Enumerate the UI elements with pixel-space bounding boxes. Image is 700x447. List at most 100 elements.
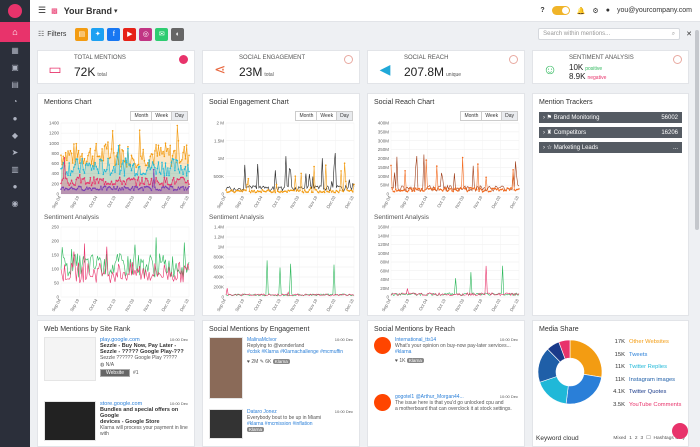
search-icon[interactable]: ⌕ [671, 30, 676, 37]
series-cyan-point [105, 168, 108, 171]
chat-launcher-icon[interactable] [672, 423, 688, 439]
series-purple-point [167, 187, 169, 189]
chart-icon[interactable]: ▥ [11, 165, 19, 174]
chevron-right-icon[interactable]: › [543, 129, 547, 136]
users-icon[interactable]: ● [12, 114, 18, 123]
user-icon[interactable]: ● [605, 7, 610, 14]
document-icon[interactable]: ▤ [11, 80, 19, 89]
tracker-brand-monitoring[interactable]: › ⚑ Brand Monitoring 56002 [539, 112, 682, 123]
item-tags[interactable]: #klarna [395, 349, 412, 355]
bell-icon[interactable]: ◉ [11, 199, 19, 208]
item-user[interactable]: International_tts14 [395, 337, 437, 343]
item-title[interactable]: Sezzle - Buy Now, Pay Later - [100, 343, 177, 349]
forum-icon[interactable]: ✉ [155, 27, 169, 41]
list-item[interactable]: gogotel1 @Arthur_Morgan44... 10:00 Dec Th… [368, 390, 524, 416]
chevron-right-icon[interactable]: › [543, 114, 547, 121]
item-domain[interactable]: store.google.com [100, 401, 143, 407]
chat-icon[interactable]: ▣ [11, 63, 19, 72]
legend-label[interactable]: Other Websites [629, 339, 669, 346]
keyword-cloud-title: Keyword cloud [536, 435, 579, 442]
item-title-2[interactable]: devices - Google Store [100, 419, 160, 425]
series-orange-point [316, 190, 319, 193]
scrollbar[interactable] [695, 30, 699, 230]
series-orange-point [229, 189, 232, 192]
tracker-competitors[interactable]: › ♜ Competitors 16206 [539, 127, 682, 138]
item-domain[interactable]: play.google.com [100, 337, 140, 343]
legend-row[interactable]: 11K Twitter Replies [601, 361, 689, 374]
youtube-icon[interactable]: ▶ [123, 27, 137, 41]
series-orange-point [424, 188, 426, 191]
pie-icon[interactable]: ◔ [12, 97, 18, 106]
page-2-button[interactable]: 2 [634, 436, 638, 441]
select-indicator[interactable] [673, 55, 682, 64]
series-orange-point [438, 189, 440, 191]
series-purple-point [138, 187, 141, 190]
notifications-icon[interactable]: 🔔 [576, 7, 586, 15]
close-icon[interactable]: ✕ [686, 31, 692, 38]
news-icon[interactable]: ◐ [171, 27, 185, 41]
select-indicator[interactable] [344, 55, 353, 64]
legend-row[interactable]: 11K Instagram images [601, 374, 689, 387]
legend-label[interactable]: Instagram images [629, 376, 676, 383]
twitter-icon[interactable]: ✦ [91, 27, 105, 41]
chevron-down-icon[interactable]: ▾ [114, 7, 118, 15]
hashtags-checkbox[interactable]: ☐ [646, 436, 651, 441]
legend-row[interactable]: 17K Other Websites [601, 336, 689, 349]
chevron-right-icon[interactable]: › [543, 144, 547, 151]
selected-indicator[interactable] [179, 55, 188, 64]
legend-row[interactable]: 3.5K YouTube Comments [601, 399, 689, 412]
range-day-button[interactable]: Day [336, 111, 353, 121]
help-icon[interactable]: ? [540, 7, 545, 14]
instagram-icon[interactable]: ◎ [139, 27, 153, 41]
series-purple-point [87, 188, 89, 190]
item-title[interactable]: Bundles and special offers on Google [100, 407, 179, 419]
legend-label[interactable]: YouTube Comments [629, 401, 682, 408]
list-item[interactable]: store.google.com 10:00 Dec Bundles and sp… [38, 397, 194, 445]
send-icon[interactable]: ➤ [11, 148, 19, 157]
list-item[interactable]: Dataro Jonez 10:00 Dec Everybody bout to … [203, 405, 359, 443]
item-user[interactable]: gogotel1 @Arthur_Morgan44... [395, 394, 464, 400]
range-day-button[interactable]: Day [501, 111, 518, 121]
home-icon[interactable]: ▦ [11, 46, 19, 55]
app-logo[interactable] [0, 0, 30, 22]
item-title-2[interactable]: Sezzle - ????? Google Play-??? [100, 349, 184, 355]
series-cyan-point [100, 158, 102, 161]
tag-icon[interactable]: ◆ [11, 131, 19, 140]
list-item[interactable]: International_tts14 10:00 Dec What's your… [368, 333, 524, 368]
menu-icon[interactable]: ☰ [38, 5, 47, 15]
legend-label[interactable]: Tweets [629, 351, 648, 358]
series-cyan-point [157, 161, 160, 163]
settings-icon[interactable]: ⚙ [592, 7, 599, 15]
filters-button[interactable]: Filters [47, 30, 67, 38]
user-email[interactable]: you@yourcompany.com [616, 7, 692, 14]
legend-row[interactable]: 4.1K Twitter Quotes [601, 386, 689, 399]
theme-toggle[interactable] [551, 6, 570, 15]
filter-icon[interactable]: ☷ [38, 31, 45, 38]
facebook-icon[interactable]: f [107, 27, 121, 41]
series-pink-point [111, 183, 114, 186]
legend-row[interactable]: 15K Tweets [601, 349, 689, 362]
select-indicator[interactable] [509, 55, 518, 64]
user-icon[interactable]: ● [12, 182, 18, 191]
item-tags[interactable]: #cdsk #Klarna #Klarnachallenge #mcmuffin [247, 349, 344, 355]
list-item[interactable]: MalinaMcIvor 10:00 Dec Replying to @wonde… [203, 333, 359, 403]
item-tags[interactable]: #klarna #mcmission #inflation [247, 421, 313, 427]
y-tick-label: 40M [380, 277, 389, 282]
page-3-button[interactable]: 3 [640, 436, 644, 441]
range-day-button[interactable]: Day [171, 111, 188, 121]
website-button[interactable]: Website [100, 369, 130, 377]
dashboard-icon[interactable]: ⌂ [0, 22, 30, 42]
list-item[interactable]: play.google.com 10:00 Dec Sezzle - Buy No… [38, 333, 194, 385]
item-user[interactable]: Dataro Jonez [247, 409, 277, 415]
document-icon[interactable]: ▤ [75, 27, 89, 41]
brand-selector[interactable]: Your Brand [63, 5, 113, 16]
page-1-button[interactable]: 1 [629, 436, 632, 441]
legend-label[interactable]: Twitter Quotes [629, 389, 667, 396]
legend-label[interactable]: Twitter Replies [629, 364, 668, 371]
tracker-marketing-leads[interactable]: › ☆ Marketing Leads... [539, 142, 682, 153]
mixed-button[interactable]: Mixed [613, 436, 627, 441]
series-orange-point [323, 191, 326, 194]
search-input[interactable]: Search within mentions... ⌕ [538, 28, 681, 40]
item-user[interactable]: MalinaMcIvor [247, 337, 277, 343]
series-orange-point [342, 190, 345, 193]
